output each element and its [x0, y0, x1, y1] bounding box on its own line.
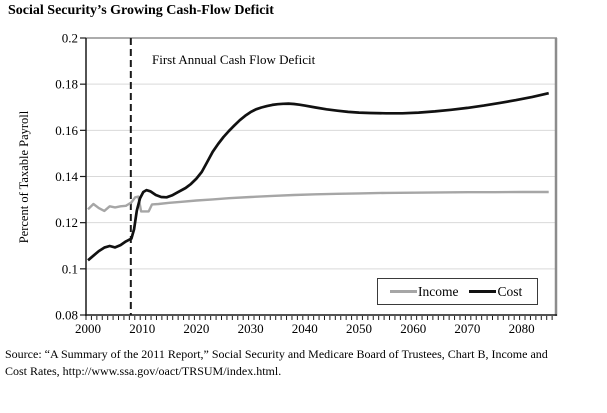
income-line-swatch	[390, 290, 417, 293]
y-axis-title: Percent of Taxable Payroll	[17, 110, 31, 244]
chart-canvas: 0.08 0.1 0.12 0.14 0.16 0.18 0.2 2000 2010 2020 20…	[55, 31, 558, 336]
x-tick-label: 2040	[292, 321, 318, 336]
legend: Income Cost	[377, 278, 538, 305]
x-tick-label: 2010	[129, 321, 155, 336]
y-tick-label: 0.14	[55, 169, 78, 184]
chart-title: Social Security’s Growing Cash-Flow Defi…	[8, 3, 274, 18]
y-tick-label: 0.16	[55, 123, 78, 138]
x-tick-label: 2060	[400, 321, 426, 336]
deficit-annotation: First Annual Cash Flow Deficit	[152, 52, 316, 67]
x-tick-label: 2050	[346, 321, 372, 336]
y-tick-label: 0.1	[62, 261, 78, 276]
x-tick-label: 2020	[183, 321, 209, 336]
y-tick-label: 0.2	[62, 31, 78, 46]
x-tick-label: 2030	[238, 321, 264, 336]
income-line	[87, 190, 549, 213]
cost-line	[87, 91, 549, 262]
source-line-2: Cost Rates, http://www.ssa.gov/oact/TRSU…	[5, 364, 282, 378]
x-tick-label: 2080	[509, 321, 535, 336]
x-tick-label: 2000	[75, 321, 101, 336]
legend-label-income: Income	[418, 283, 459, 299]
y-tick-label: 0.18	[55, 77, 78, 92]
legend-label-cost: Cost	[497, 283, 523, 299]
source-line-1: Source: “A Summary of the 2011 Report,” …	[5, 347, 548, 361]
source-citation: Source: “A Summary of the 2011 Report,” …	[5, 346, 548, 380]
cost-line-swatch	[469, 290, 497, 293]
y-tick-label: 0.08	[55, 308, 78, 323]
x-tick-label: 2070	[454, 321, 480, 336]
y-tick-label: 0.12	[55, 215, 78, 230]
